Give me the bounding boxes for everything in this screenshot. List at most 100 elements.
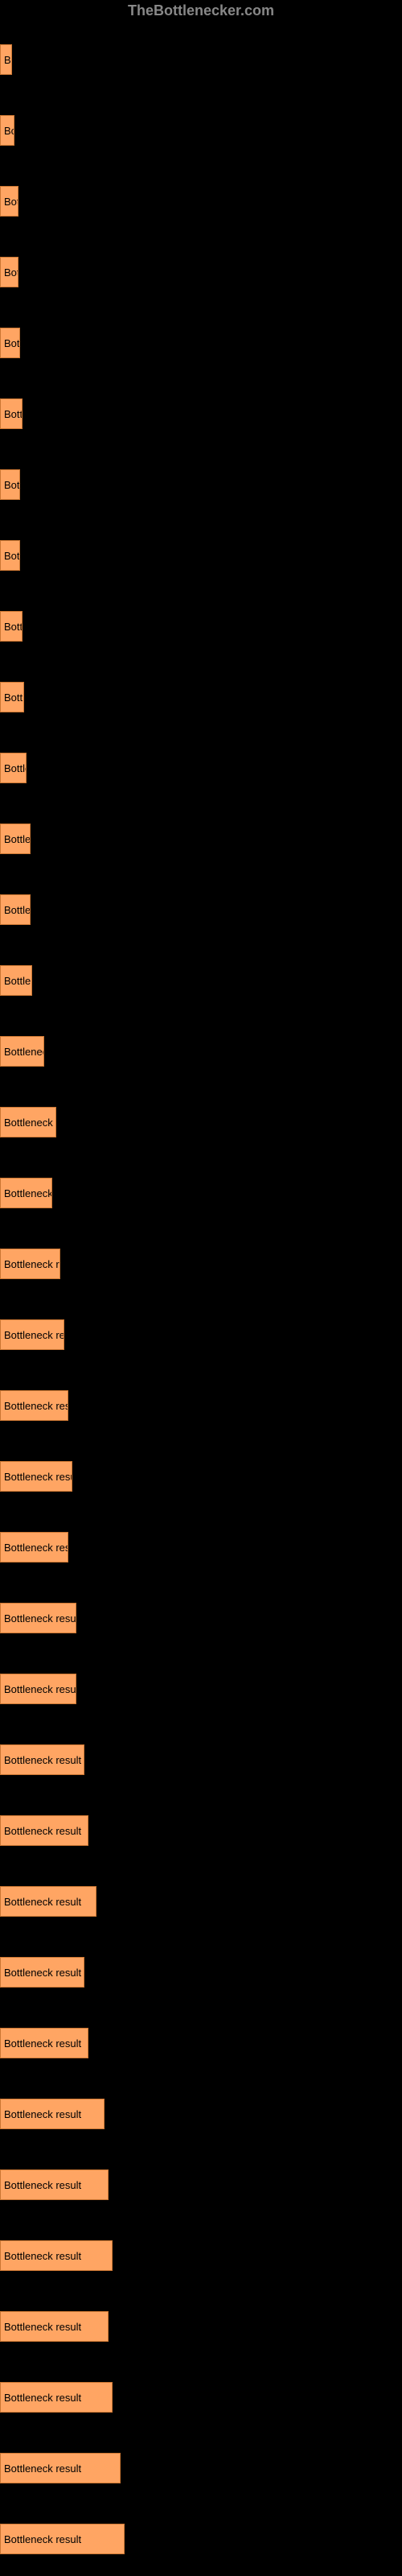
bar-row: Bottleneck result: [0, 2076, 402, 2147]
bar-row: Bottleneck result: [0, 659, 402, 730]
bar-row: Bottleneck result: [0, 1864, 402, 1934]
bar-label: Bottleneck result: [4, 479, 20, 491]
bottleneck-bar: Bottleneck result: [0, 1674, 76, 1704]
bar-row: Bottleneck result: [0, 2359, 402, 2430]
bottleneck-bar: Bottleneck result: [0, 398, 23, 429]
bar-label: Bottleneck result: [4, 1400, 68, 1412]
bottleneck-bar: Bottleneck result: [0, 1178, 52, 1208]
bottleneck-bar: Bottleneck result: [0, 1319, 64, 1350]
bar-row: Bottleneck result: [0, 1509, 402, 1580]
bar-label: Bottleneck result: [4, 1612, 76, 1624]
bar-label: Bottleneck result: [4, 550, 20, 562]
bar-row: Bottleneck result: [0, 1793, 402, 1864]
bar-row: Bottleneck result: [0, 234, 402, 305]
bar-label: Bottleneck result: [4, 408, 23, 420]
bar-row: Bottleneck result: [0, 1013, 402, 1084]
bar-row: Bottleneck result: [0, 2501, 402, 2572]
bottleneck-chart: Bottleneck result Bottleneck result Bottle…: [0, 22, 402, 2572]
bottleneck-bar: Bottleneck result: [0, 1886, 96, 1917]
bar-row: Bottleneck result: [0, 1651, 402, 1722]
bar-label: Bottleneck result: [4, 1471, 72, 1483]
bar-label: Bottleneck result: [4, 125, 14, 137]
bar-label: Bottleneck result: [4, 1825, 81, 1837]
bottleneck-bar: Bottleneck result: [0, 1603, 76, 1633]
bottleneck-bar: Bottleneck result: [0, 1249, 60, 1279]
bar-label: Bottleneck result: [4, 54, 12, 66]
bar-row: Bottleneck result: [0, 943, 402, 1013]
bar-row: Bottleneck result: [0, 2147, 402, 2218]
bar-label: Bottleneck result: [4, 2392, 81, 2404]
bottleneck-bar: Bottleneck result: [0, 1461, 72, 1492]
bar-row: Bottleneck result: [0, 447, 402, 518]
bar-label: Bottleneck result: [4, 621, 23, 633]
bar-label: Bottleneck result: [4, 2108, 81, 2120]
bar-label: Bottleneck result: [4, 2250, 81, 2262]
bar-row: Bottleneck result: [0, 1934, 402, 2005]
bar-label: Bottleneck result: [4, 2321, 81, 2333]
bar-label: Bottleneck result: [4, 196, 18, 208]
bar-row: Bottleneck result: [0, 376, 402, 447]
bar-label: Bottleneck result: [4, 266, 18, 279]
bottleneck-bar: Bottleneck result: [0, 469, 20, 500]
bar-row: Bottleneck result: [0, 22, 402, 93]
bottleneck-bar: Bottleneck result: [0, 1815, 88, 1846]
bar-row: Bottleneck result: [0, 2289, 402, 2359]
bar-row: Bottleneck result: [0, 2430, 402, 2501]
bottleneck-bar: Bottleneck result: [0, 115, 14, 146]
bottleneck-bar: Bottleneck result: [0, 2240, 113, 2271]
bottleneck-bar: Bottleneck result: [0, 2028, 88, 2058]
bar-row: Bottleneck result: [0, 801, 402, 872]
bar-label: Bottleneck result: [4, 1967, 81, 1979]
bar-label: Bottleneck result: [4, 975, 32, 987]
bar-label: Bottleneck result: [4, 1683, 76, 1695]
bar-row: Bottleneck result: [0, 163, 402, 234]
bar-row: Bottleneck result: [0, 1155, 402, 1226]
bottleneck-bar: Bottleneck result: [0, 965, 32, 996]
bar-label: Bottleneck result: [4, 1117, 56, 1129]
bottleneck-bar: Bottleneck result: [0, 824, 31, 854]
bar-row: Bottleneck result: [0, 93, 402, 163]
bar-label: Bottleneck result: [4, 337, 20, 349]
bottleneck-bar: Bottleneck result: [0, 257, 18, 287]
bar-label: Bottleneck result: [4, 1187, 52, 1199]
bar-label: Bottleneck result: [4, 1542, 68, 1554]
bar-label: Bottleneck result: [4, 2462, 81, 2475]
bottleneck-bar: Bottleneck result: [0, 2099, 105, 2129]
bar-row: Bottleneck result: [0, 2005, 402, 2076]
bar-row: Bottleneck result: [0, 305, 402, 376]
bottleneck-bar: Bottleneck result: [0, 2311, 109, 2342]
bar-row: Bottleneck result: [0, 730, 402, 801]
bar-row: Bottleneck result: [0, 872, 402, 943]
bottleneck-bar: Bottleneck result: [0, 1532, 68, 1563]
bar-row: Bottleneck result: [0, 1439, 402, 1509]
bar-row: Bottleneck result: [0, 2218, 402, 2289]
bar-label: Bottleneck result: [4, 2179, 81, 2191]
bottleneck-bar: Bottleneck result: [0, 1957, 84, 1988]
site-header: TheBottlenecker.com: [0, 0, 402, 22]
bottleneck-bar: Bottleneck result: [0, 44, 12, 75]
bar-row: Bottleneck result: [0, 518, 402, 588]
bottleneck-bar: Bottleneck result: [0, 1036, 44, 1067]
bar-row: Bottleneck result: [0, 1580, 402, 1651]
bottleneck-bar: Bottleneck result: [0, 2382, 113, 2413]
bottleneck-bar: Bottleneck result: [0, 186, 18, 217]
bar-label: Bottleneck result: [4, 1896, 81, 1908]
bottleneck-bar: Bottleneck result: [0, 1390, 68, 1421]
bottleneck-bar: Bottleneck result: [0, 540, 20, 571]
bottleneck-bar: Bottleneck result: [0, 894, 31, 925]
bar-row: Bottleneck result: [0, 1084, 402, 1155]
bar-row: Bottleneck result: [0, 1226, 402, 1297]
bottleneck-bar: Bottleneck result: [0, 2169, 109, 2200]
bottleneck-bar: Bottleneck result: [0, 2453, 121, 2483]
bar-label: Bottleneck result: [4, 2037, 81, 2050]
bar-row: Bottleneck result: [0, 1368, 402, 1439]
bar-label: Bottleneck result: [4, 691, 24, 704]
bar-label: Bottleneck result: [4, 833, 31, 845]
bottleneck-bar: Bottleneck result: [0, 2524, 125, 2554]
bar-label: Bottleneck result: [4, 1754, 81, 1766]
bottleneck-bar: Bottleneck result: [0, 611, 23, 642]
bar-label: Bottleneck result: [4, 2533, 81, 2545]
bar-label: Bottleneck result: [4, 1046, 44, 1058]
bar-label: Bottleneck result: [4, 1258, 60, 1270]
bottleneck-bar: Bottleneck result: [0, 1744, 84, 1775]
